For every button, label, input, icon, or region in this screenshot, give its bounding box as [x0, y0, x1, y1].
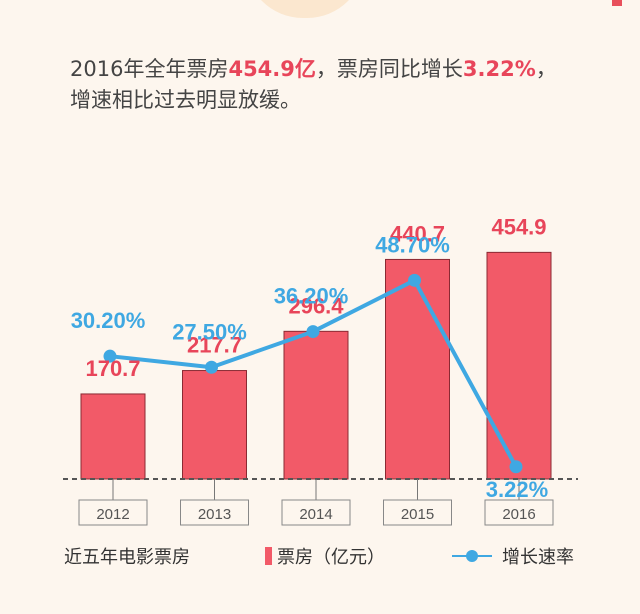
bar-2012: [80, 393, 146, 480]
headline-text: ，: [535, 57, 557, 81]
headline-highlight-growth: 3.22%: [462, 57, 536, 81]
headline-text: 2016年全年票房: [70, 57, 229, 81]
headline-text: ，票房同比增长: [315, 57, 463, 81]
bar-2016: [486, 251, 552, 480]
bar-2015: [385, 258, 450, 480]
x-tick-box: [78, 499, 148, 526]
x-tick-box: [281, 499, 351, 526]
x-tick-label: 2012: [96, 506, 129, 523]
bar-value-label: 296.4: [288, 293, 344, 318]
x-tick-label: 2016: [502, 506, 535, 523]
legend: 近五年电影票房 票房（亿元） 增长速率: [0, 540, 640, 570]
growth-rate-point-2012: [103, 349, 117, 363]
legend-label: 票房（亿元）: [277, 547, 385, 568]
growth-rate-label: 3.22%: [486, 477, 548, 502]
bar-value-label: 440.7: [390, 221, 445, 246]
legend-line-swatch: [452, 546, 492, 566]
growth-rate-label: 48.70%: [375, 232, 450, 257]
bar-2013: [182, 370, 247, 480]
growth-rate-label: 36.20%: [274, 284, 349, 309]
decorative-shape: [612, 0, 622, 6]
x-tick-box: [180, 499, 249, 526]
legend-item-growth-rate: 增长速率: [452, 543, 574, 569]
headline-highlight-box-office: 454.9亿: [228, 57, 316, 81]
growth-rate-label: 27.50%: [172, 319, 247, 344]
headline: 2016年全年票房454.9亿，票房同比增长3.22%， 增速相比过去明显放缓。: [70, 54, 630, 116]
x-tick-box: [383, 499, 452, 526]
growth-rate-point-2016: [509, 460, 523, 474]
x-tick-label: 2014: [299, 506, 332, 523]
legend-chart-title: 近五年电影票房: [64, 547, 190, 568]
legend-label: 增长速率: [502, 547, 574, 568]
bar-2014: [283, 330, 349, 480]
bar-value-label: 454.9: [491, 214, 546, 239]
legend-bar-swatch: [265, 547, 272, 565]
growth-rate-labels: 30.20% 27.50% 36.20% 48.70% 3.22%: [71, 232, 549, 501]
growth-rate-point-2015: [408, 273, 421, 287]
x-axis-ticks: 2012 2013 2014 2015 2016: [78, 479, 554, 526]
box-office-chart: 2012 2013 2014 2015 2016 170.7 217.7 296.4 440.…: [63, 214, 578, 526]
growth-rate-series: [103, 273, 523, 474]
growth-rate-point-2013: [205, 360, 218, 374]
legend-item-box-office: 票房（亿元）: [265, 543, 385, 569]
growth-rate-label: 30.20%: [71, 308, 146, 333]
headline-line-1: 2016年全年票房454.9亿，票房同比增长3.22%，: [70, 54, 630, 85]
bar-value-labels: 170.7 217.7 296.4 440.7 454.9: [85, 214, 546, 381]
bar-value-label: 170.7: [85, 356, 140, 381]
x-tick-label: 2015: [401, 506, 434, 523]
x-tick-box: [484, 499, 554, 526]
headline-line-2: 增速相比过去明显放缓。: [70, 88, 301, 112]
growth-rate-point-2014: [306, 325, 320, 339]
x-tick-label: 2013: [198, 506, 231, 523]
bar-value-label: 217.7: [187, 333, 242, 358]
